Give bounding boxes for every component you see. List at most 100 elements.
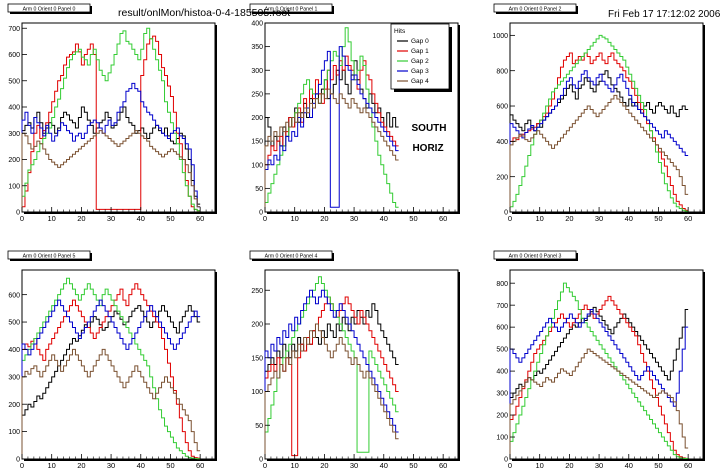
x-tick-label: 50 bbox=[166, 214, 174, 223]
series-gap-1 bbox=[509, 295, 689, 459]
x-tick-label: 20 bbox=[77, 461, 85, 470]
x-tick-label: 60 bbox=[439, 461, 447, 470]
y-tick-label: 200 bbox=[251, 115, 263, 122]
series-gap-2 bbox=[264, 276, 399, 459]
series-gap-4 bbox=[21, 348, 201, 459]
series-gap-4 bbox=[264, 323, 399, 459]
x-tick-label: 20 bbox=[77, 214, 85, 223]
x-tick-label: 10 bbox=[48, 461, 56, 470]
south-label: SOUTH bbox=[412, 123, 447, 134]
y-tick-label: 400 bbox=[8, 105, 20, 112]
y-tick-label: 400 bbox=[496, 369, 508, 376]
y-tick-label: 0 bbox=[16, 210, 20, 217]
file-name-label: result/onlMon/histoa-0-4-185505.root bbox=[118, 7, 291, 19]
title-box-frame bbox=[249, 3, 333, 13]
panel-title-box: Arm 0 Orient 0 Panel 3 bbox=[493, 250, 578, 261]
histogram-panel-5: Arm 0 Orient 0 Panel 30 10 20 30 40 50 6001002… bbox=[493, 250, 705, 470]
panel-title-box: Arm 0 Orient 0 Panel 4 bbox=[249, 250, 334, 261]
plot-frame bbox=[509, 22, 704, 213]
panel-title: Arm 0 Orient 0 Panel 0 bbox=[23, 6, 76, 12]
histogram-panel-0: Arm 0 Orient 0 Panel 00 10 20 30 40 50 6001002… bbox=[7, 3, 217, 223]
y-tick-label: 300 bbox=[8, 131, 20, 138]
histogram-panel-3: Arm 0 Orient 0 Panel 50 10 20 30 40 50 6001002… bbox=[7, 250, 217, 470]
y-tick-label: 500 bbox=[8, 78, 20, 85]
x-tick-label: 0 bbox=[508, 461, 512, 470]
x-tick-label: 30 bbox=[107, 214, 115, 223]
x-tick-label: 40 bbox=[625, 461, 633, 470]
x-tick-label: 10 bbox=[536, 461, 544, 470]
y-tick-label: 100 bbox=[251, 162, 263, 169]
x-tick-label: 50 bbox=[654, 461, 662, 470]
horiz-label: HORIZ bbox=[412, 143, 443, 154]
x-tick-label: 60 bbox=[684, 461, 692, 470]
panel-title-box: Arm 0 Orient 0 Panel 2 bbox=[493, 3, 578, 14]
series-gap-1 bbox=[21, 283, 201, 459]
x-tick-label: 50 bbox=[409, 461, 417, 470]
timestamp-label: Fri Feb 17 17:12:02 2006 bbox=[608, 9, 720, 20]
plot-frame bbox=[21, 22, 216, 213]
y-tick-label: 0 bbox=[16, 457, 20, 464]
y-tick-label: 0 bbox=[504, 210, 508, 217]
x-tick-label: 60 bbox=[196, 461, 204, 470]
x-tick-label: 30 bbox=[350, 461, 358, 470]
y-tick-label: 200 bbox=[496, 413, 508, 420]
x-tick-label: 30 bbox=[595, 214, 603, 223]
x-tick-label: 0 bbox=[263, 214, 267, 223]
y-tick-label: 400 bbox=[251, 21, 263, 28]
panel-title: Arm 0 Orient 0 Panel 4 bbox=[265, 253, 318, 259]
plot-frame bbox=[509, 269, 704, 460]
y-tick-label: 150 bbox=[251, 139, 263, 146]
y-tick-label: 400 bbox=[496, 139, 508, 146]
y-tick-label: 100 bbox=[496, 435, 508, 442]
y-tick-label: 250 bbox=[251, 91, 263, 98]
x-tick-label: 0 bbox=[20, 214, 24, 223]
y-tick-label: 400 bbox=[8, 347, 20, 354]
x-tick-label: 20 bbox=[565, 461, 573, 470]
title-box-frame bbox=[7, 250, 91, 260]
y-tick-label: 500 bbox=[8, 320, 20, 327]
x-tick-label: 50 bbox=[654, 214, 662, 223]
legend-entry-4: Gap 4 bbox=[411, 78, 429, 85]
x-tick-label: 50 bbox=[409, 214, 417, 223]
y-tick-label: 200 bbox=[8, 402, 20, 409]
y-tick-label: 50 bbox=[255, 423, 263, 430]
panel-title-box: Arm 0 Orient 0 Panel 1 bbox=[249, 3, 334, 14]
x-tick-label: 10 bbox=[291, 214, 299, 223]
x-tick-label: 0 bbox=[20, 461, 24, 470]
y-tick-label: 600 bbox=[496, 104, 508, 111]
x-tick-label: 0 bbox=[508, 214, 512, 223]
x-tick-label: 40 bbox=[380, 461, 388, 470]
y-tick-label: 200 bbox=[8, 157, 20, 164]
series-gap-3 bbox=[21, 299, 201, 459]
legend-entry-1: Gap 1 bbox=[411, 48, 429, 55]
y-tick-label: 200 bbox=[251, 322, 263, 329]
y-tick-label: 100 bbox=[251, 389, 263, 396]
x-tick-label: 40 bbox=[625, 214, 633, 223]
x-tick-label: 40 bbox=[137, 214, 145, 223]
series-gap-2 bbox=[21, 27, 201, 212]
x-tick-label: 10 bbox=[536, 214, 544, 223]
x-tick-label: 20 bbox=[565, 214, 573, 223]
panel-title: Arm 0 Orient 0 Panel 2 bbox=[509, 6, 562, 12]
legend-frame bbox=[390, 23, 450, 90]
plot-frame bbox=[264, 269, 459, 460]
panel-title: Arm 0 Orient 0 Panel 5 bbox=[23, 253, 76, 259]
y-tick-label: 100 bbox=[8, 429, 20, 436]
legend-entry-3: Gap 3 bbox=[411, 68, 429, 75]
y-tick-label: 0 bbox=[259, 457, 263, 464]
x-tick-label: 30 bbox=[107, 461, 115, 470]
plot-frame bbox=[21, 269, 216, 460]
x-tick-label: 40 bbox=[137, 461, 145, 470]
y-tick-label: 800 bbox=[496, 68, 508, 75]
y-tick-label: 300 bbox=[251, 68, 263, 75]
y-tick-label: 700 bbox=[8, 26, 20, 33]
series-gap-1 bbox=[21, 35, 201, 212]
y-tick-label: 600 bbox=[496, 325, 508, 332]
legend: Hits Gap 0 Gap 1 Gap 2 Gap 3 Gap 4 bbox=[390, 23, 452, 92]
title-box-frame bbox=[493, 250, 577, 260]
panel-title: Arm 0 Orient 0 Panel 1 bbox=[265, 6, 318, 12]
title-box-frame bbox=[249, 250, 333, 260]
x-tick-label: 20 bbox=[320, 461, 328, 470]
y-tick-label: 50 bbox=[255, 186, 263, 193]
